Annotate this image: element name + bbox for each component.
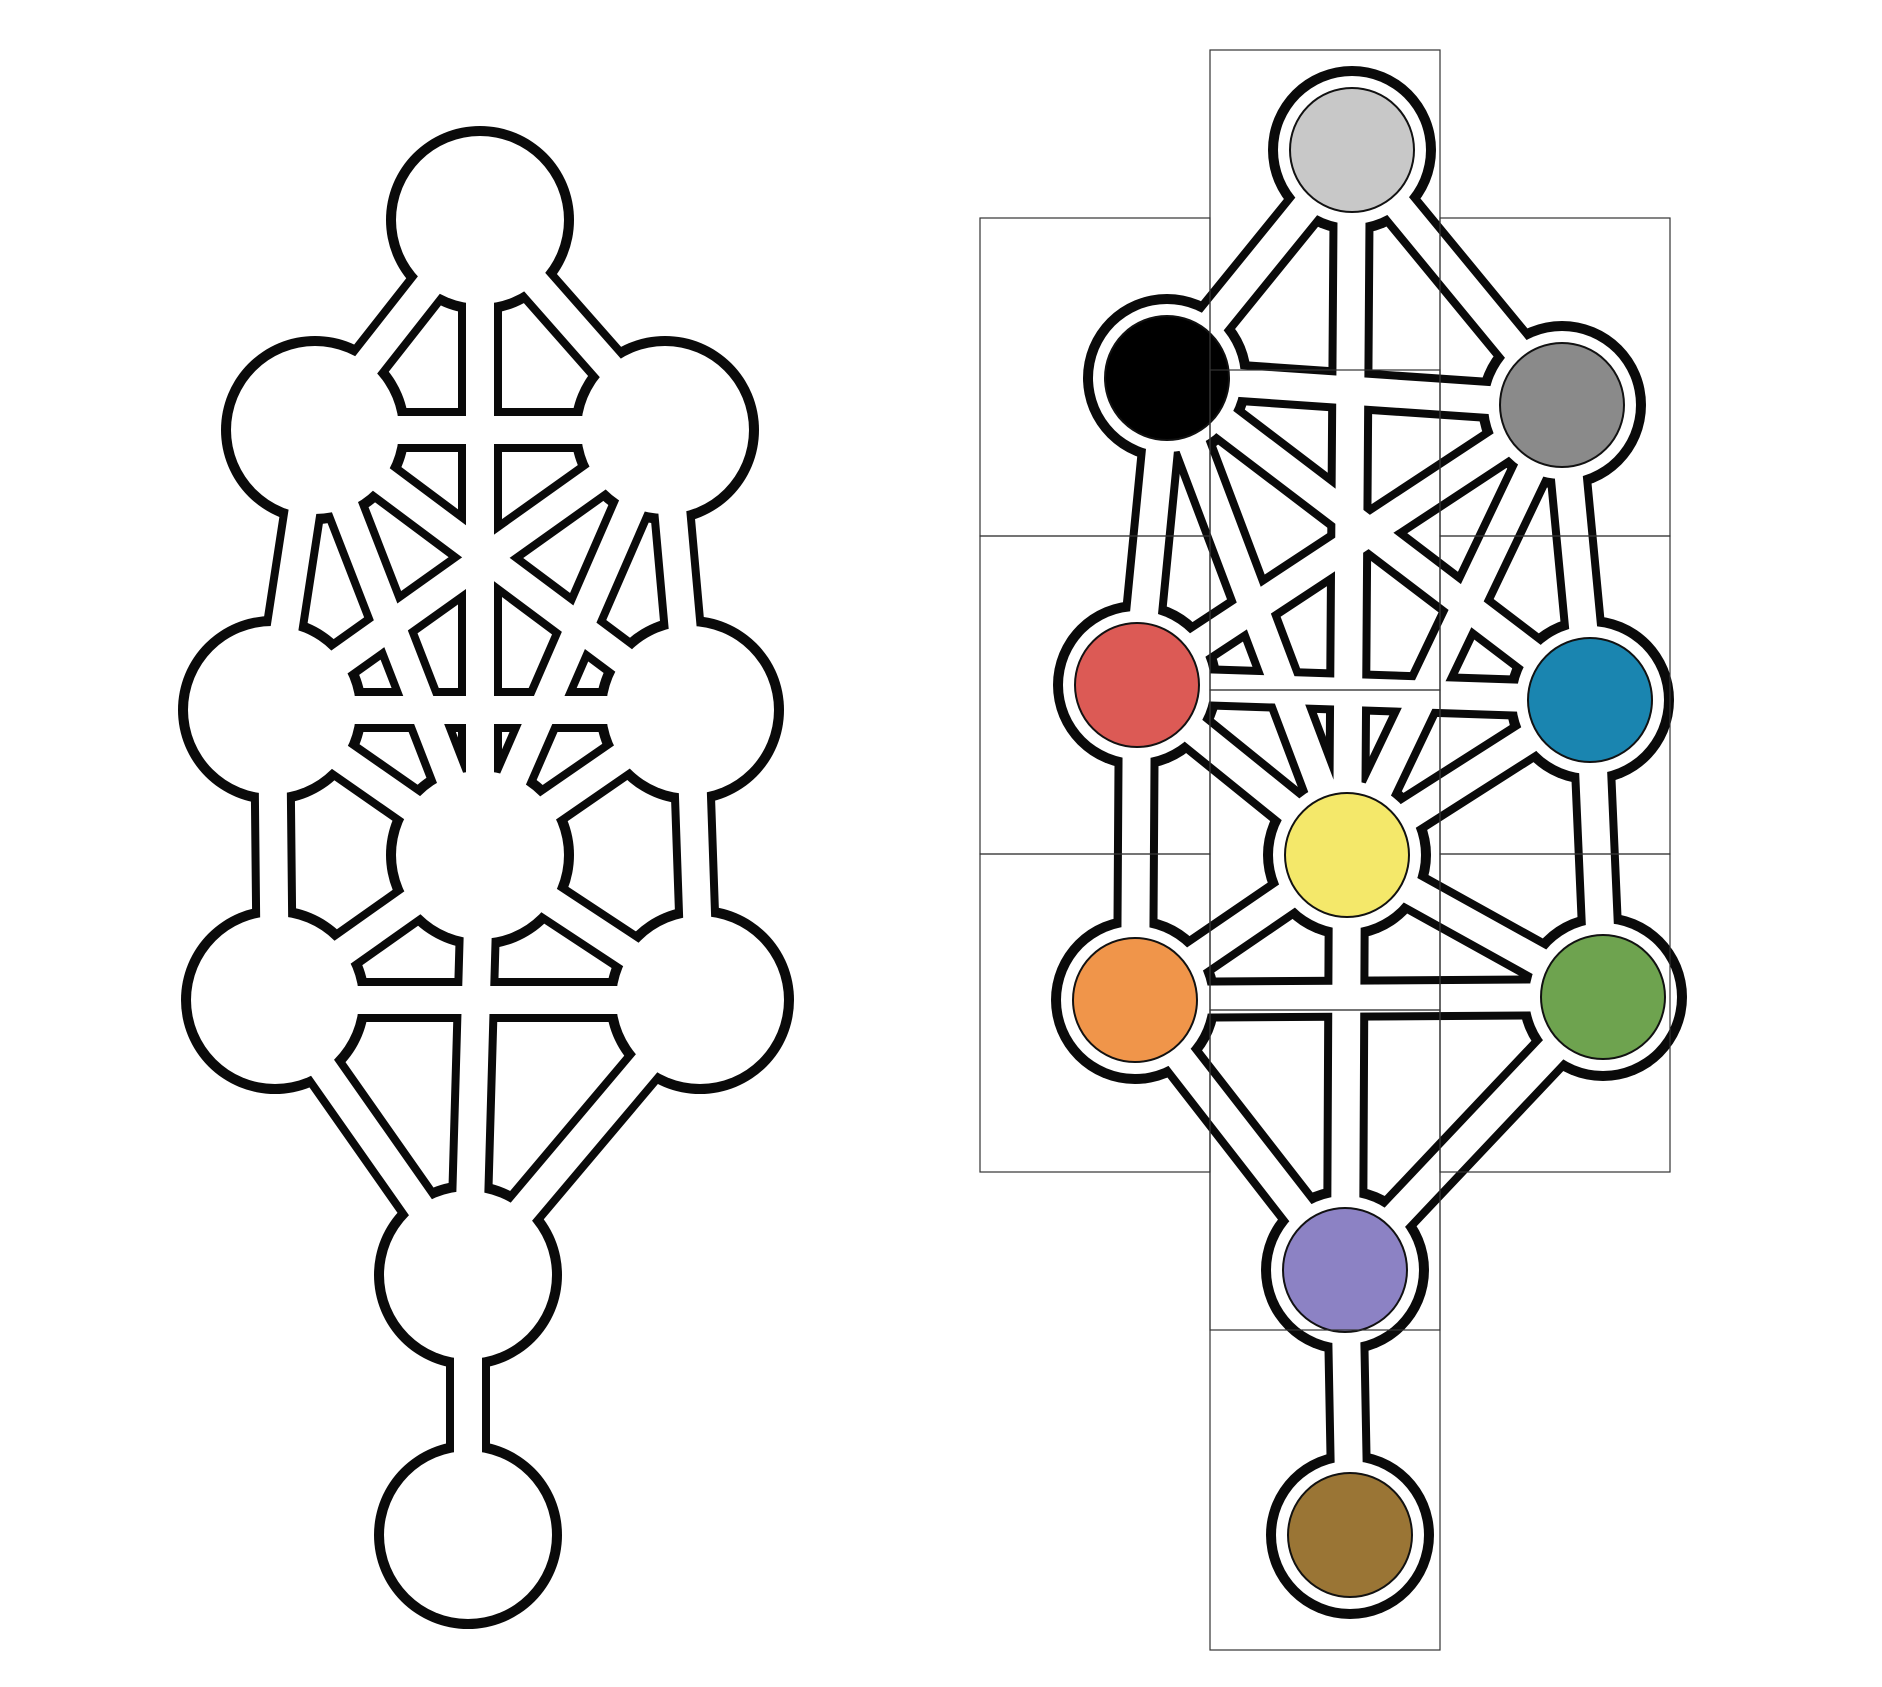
node-n2 <box>583 348 747 512</box>
edge <box>1153 364 1604 714</box>
edge <box>1121 983 1617 1014</box>
node-n6 <box>1284 792 1410 918</box>
edge <box>1123 391 1576 699</box>
node-n1 <box>1289 87 1415 213</box>
node-n4 <box>1527 637 1653 763</box>
edge <box>1123 671 1604 714</box>
node-n7 <box>618 918 782 1082</box>
plain-tree <box>178 126 794 1629</box>
node-n4 <box>608 628 772 792</box>
node-n8 <box>1072 937 1198 1063</box>
node-n2 <box>1499 342 1625 468</box>
colored-tree <box>979 49 1687 1651</box>
node-n9 <box>1282 1207 1408 1333</box>
node-n6 <box>398 773 562 937</box>
grid-cell <box>1209 1009 1441 1331</box>
node-n8 <box>193 918 357 1082</box>
node-n5 <box>190 628 354 792</box>
node-n3 <box>233 348 397 512</box>
node-n10 <box>1287 1472 1413 1598</box>
node-n9 <box>386 1193 550 1357</box>
node-n1 <box>398 138 562 302</box>
node-n7 <box>1540 934 1666 1060</box>
node-n5 <box>1074 622 1200 748</box>
node-n3 <box>1104 315 1230 441</box>
node-n10 <box>386 1453 550 1617</box>
edge <box>1333 391 1576 869</box>
edge <box>1153 364 1361 869</box>
